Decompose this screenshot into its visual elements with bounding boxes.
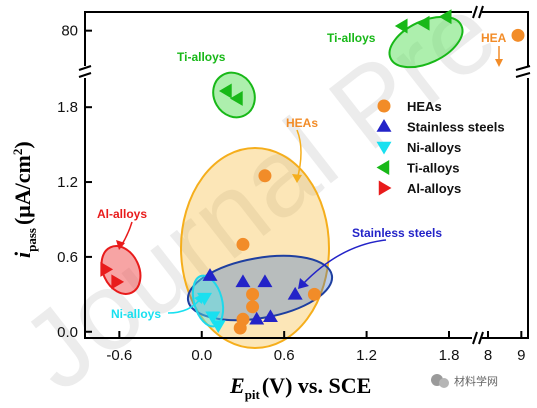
stainless-steels-point	[287, 286, 303, 300]
al-region	[100, 245, 142, 295]
annotation-ni-alloys: Ni-alloys	[111, 307, 161, 321]
stainless-arrow-head	[298, 278, 309, 289]
stainless-steels-point	[235, 274, 251, 288]
ni-arrow-head	[194, 294, 203, 304]
annotation-heas: HEAs	[286, 116, 318, 130]
annotation-arrows	[116, 46, 503, 314]
annotation-hea: HEA	[481, 31, 507, 45]
al-arrow-head	[116, 240, 125, 250]
heas-point	[246, 300, 260, 314]
annotation-al-alloys: Al-alloys	[97, 207, 147, 221]
legend: HEAs Stainless steels Ni-alloys Ti-alloys Al…	[376, 99, 505, 196]
y-axis-close: )	[10, 141, 35, 148]
heas-point	[233, 321, 247, 335]
annotations: Ti-alloys Ti-alloys HEA HEAs Stainless s…	[97, 31, 507, 321]
y-tick-label: 1.8	[57, 99, 78, 116]
ti-alloys-point	[219, 83, 232, 99]
heas-point	[246, 287, 260, 301]
site-watermark: 材料学网	[431, 374, 498, 388]
annotation-ti-alloys-low: Ti-alloys	[177, 50, 226, 64]
stainless-steels-point	[202, 268, 218, 281]
hea-arrow-head	[495, 59, 503, 67]
stainless-steels-point	[257, 274, 273, 288]
legend-marker-stainless-steels	[376, 119, 392, 132]
x-axis-sub: pit	[245, 387, 261, 402]
x-tick-label: 8	[484, 347, 492, 364]
ti-alloys-point	[394, 18, 408, 34]
x-axis-var: E	[229, 373, 245, 398]
ti-region-high	[388, 15, 464, 69]
axis-ticks: -0.6 0.0 0.6 1.2 1.8 8 9 0.0 0.6 1.2 1.8 80	[57, 23, 525, 364]
y-tick-label: 0.6	[57, 249, 78, 266]
stainless-arrow	[301, 239, 387, 286]
legend-label-stainless-steels: Stainless steels	[407, 120, 505, 135]
legend-marker-ti-alloys	[376, 160, 390, 175]
heas-point	[511, 28, 525, 42]
ti-region-low	[212, 71, 256, 119]
heas-point	[258, 169, 272, 183]
y-tick-label: 0.0	[57, 324, 78, 341]
ti-alloys-point	[416, 15, 430, 31]
y-axis-sup: 2	[10, 149, 25, 156]
y-tick-label: 80	[61, 23, 78, 40]
y-axis-sub: pass	[24, 228, 39, 252]
ni-alloys-point	[205, 311, 221, 325]
y-axis-var: i	[10, 251, 35, 258]
x-tick-label: 0.0	[191, 347, 212, 364]
legend-label-heas: HEAs	[407, 99, 442, 114]
legend-marker-al-alloys	[378, 180, 392, 196]
annotation-ti-alloys-high: Ti-alloys	[327, 31, 376, 45]
al-alloys-point	[100, 261, 114, 277]
heas-point	[307, 287, 321, 301]
y-tick-label: 1.2	[57, 174, 78, 191]
data-points	[100, 9, 525, 335]
y-axis-unit: (μA/cm	[10, 155, 35, 225]
heas-arrow-head	[292, 174, 302, 183]
legend-marker-ni-alloys	[376, 141, 392, 155]
x-tick-label: -0.6	[106, 347, 132, 364]
axis-breaks	[78, 5, 531, 345]
legend-marker-heas	[377, 99, 391, 113]
x-tick-label: 0.6	[274, 347, 295, 364]
x-axis-unit: (V) vs. SCE	[262, 373, 371, 398]
heas-point	[236, 237, 250, 251]
stainless-steels-point	[262, 309, 278, 323]
stainless-region	[186, 254, 334, 322]
ni-alloys-point	[210, 320, 226, 333]
legend-label-ni-alloys: Ni-alloys	[407, 140, 461, 155]
axes-frame	[84, 11, 529, 339]
x-tick-label: 9	[517, 347, 525, 364]
stainless-steels-point	[249, 311, 265, 325]
svg-text:ipass(μA/cm2): ipass (μA/cm2)	[10, 141, 39, 258]
x-tick-label: 1.8	[439, 347, 460, 364]
al-alloys-point	[111, 274, 125, 290]
ti-alloys-point	[438, 9, 452, 25]
x-tick-label: 1.2	[356, 347, 377, 364]
legend-label-al-alloys: Al-alloys	[407, 181, 461, 196]
svg-text:Epit(V) vs. SCE: Epit(V) vs. SCE	[229, 373, 371, 402]
y-axis-title: ipass (μA/cm2)	[10, 141, 39, 258]
legend-label-ti-alloys: Ti-alloys	[407, 161, 460, 176]
x-axis-title: Epit(V) vs. SCE	[229, 373, 371, 402]
site-watermark-text: 材料学网	[454, 374, 498, 388]
annotation-stainless-steels: Stainless steels	[352, 226, 442, 240]
ti-alloys-point	[229, 90, 243, 106]
